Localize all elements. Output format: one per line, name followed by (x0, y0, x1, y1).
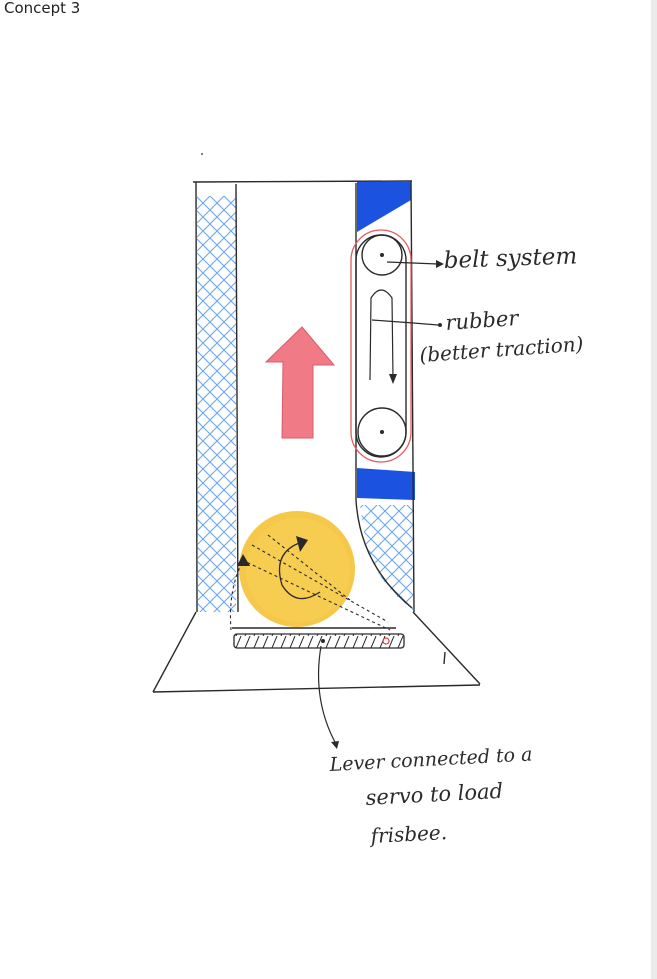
lever-label-line1: Lever connected to a (328, 743, 533, 776)
page-title: Concept 3 (4, 0, 81, 17)
up-arrow-icon (264, 326, 336, 439)
tube-top-edge (192, 180, 413, 183)
lever-pivot-arrow-icon (237, 554, 250, 566)
rubber-label: rubber (445, 306, 521, 335)
callout-lines (317, 260, 444, 749)
frisbee-disc (239, 511, 355, 627)
right-wall (355, 180, 415, 613)
lever-travel-lines (229, 534, 391, 631)
rotation-arrow-icon (278, 536, 321, 600)
right-edge-strip (651, 0, 657, 979)
base-hopper (152, 611, 481, 693)
lever-bar (233, 633, 405, 649)
belt-system-label: belt system (443, 243, 577, 274)
lever-label-line2: servo to load (365, 779, 504, 810)
rubber-traction-label: (better traction) (419, 332, 584, 367)
left-wall (195, 181, 239, 613)
stray-dot (201, 153, 203, 155)
belt-system (350, 229, 412, 463)
lever-label-line3: frisbee. (368, 820, 448, 848)
